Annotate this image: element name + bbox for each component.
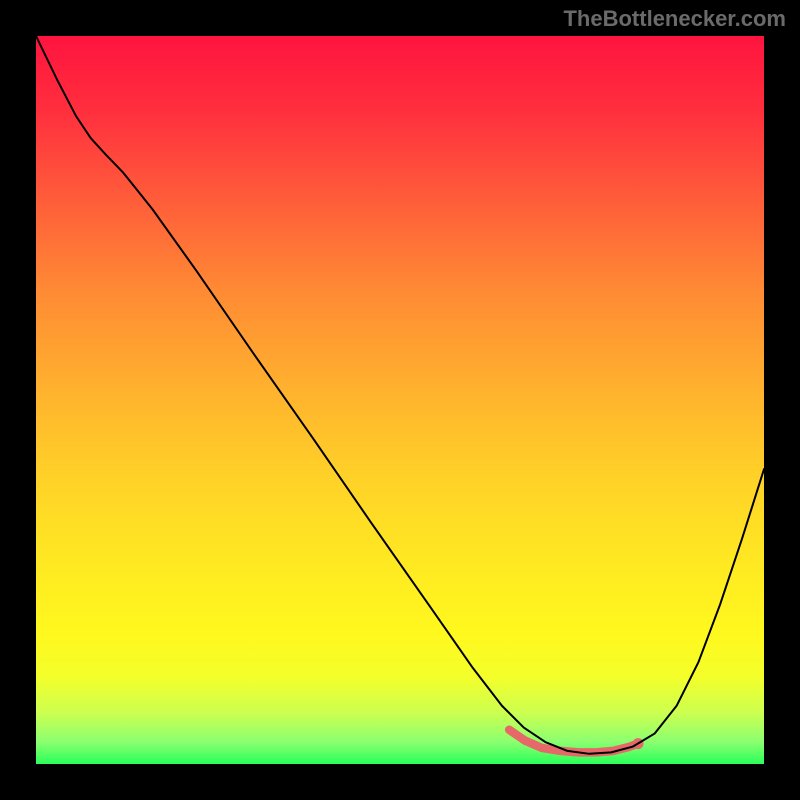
watermark: TheBottlenecker.com [563, 6, 786, 32]
curve-layer [36, 36, 764, 764]
marker-segment [509, 730, 638, 753]
main-curve [36, 36, 764, 754]
plot-area [36, 36, 764, 764]
